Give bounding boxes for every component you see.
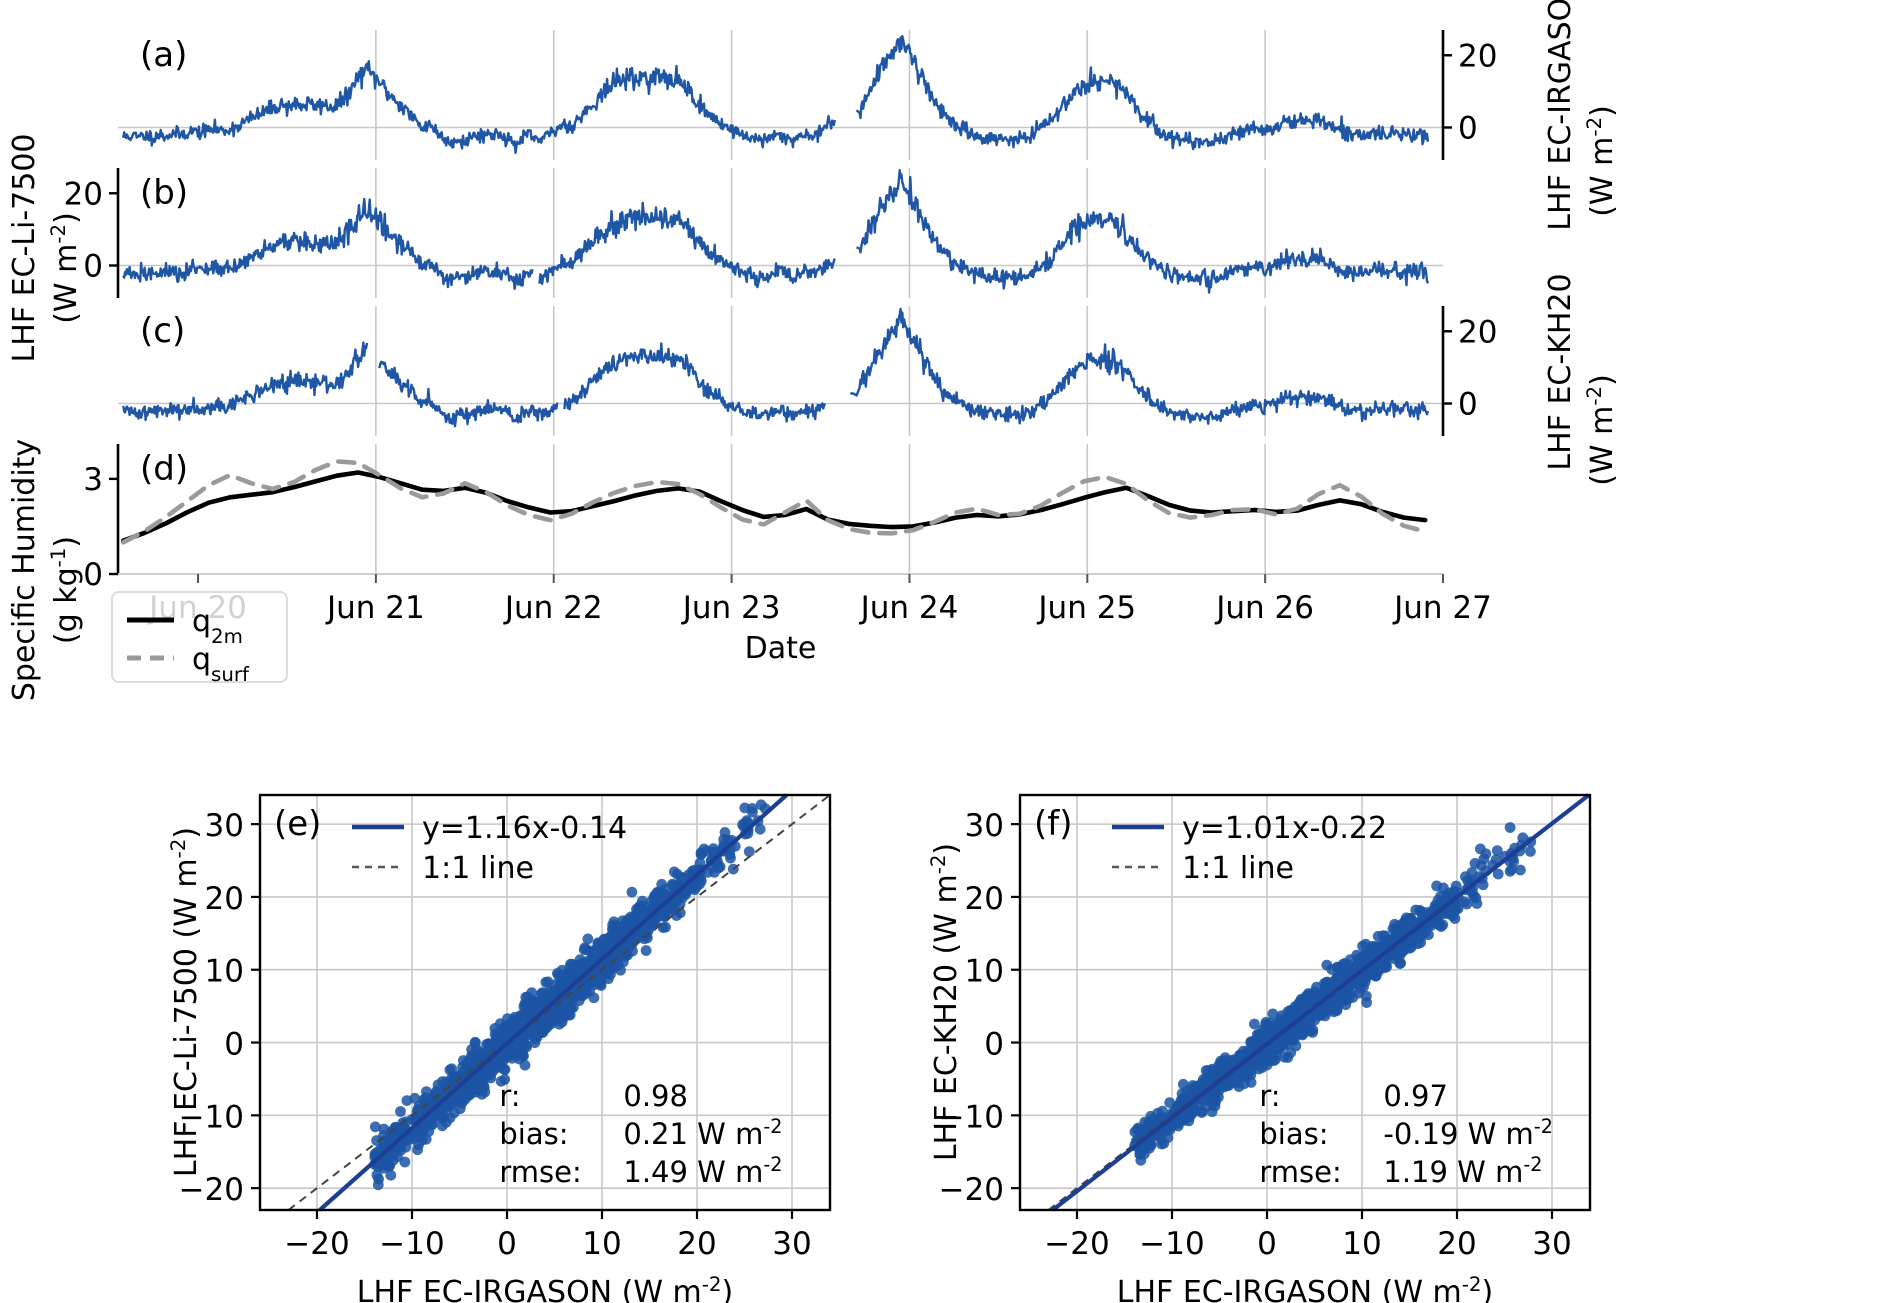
x-tick-label-date: Jun 22 (503, 590, 603, 626)
scatter-y-tick-label: 0 (984, 1027, 1004, 1063)
scatter-y-tick-label: 30 (965, 808, 1004, 844)
y-axis-title-kh20: LHF EC-KH20 (1543, 273, 1578, 470)
one-to-one-line-e (287, 794, 831, 1211)
scatter-y-tick-label: 30 (205, 808, 244, 844)
scatter-frame-e (258, 793, 832, 1212)
scatter-x-tick-label: 30 (1532, 1226, 1571, 1262)
y-axis-unit-irgason: (W m-2) (1583, 105, 1621, 217)
scatter-y-tick-label: −20 (179, 1172, 244, 1208)
scatter-y-tick-label: −10 (179, 1099, 244, 1135)
y-tick-label: 20 (64, 176, 103, 212)
y-tick-label: 20 (1458, 38, 1497, 74)
scatter-y-axis-title-e: LHF EC-Li-7500 (W m-2) (167, 827, 205, 1177)
x-tick-label-date: Jun 25 (1036, 590, 1136, 626)
regression-line-e (318, 793, 788, 1212)
y-tick-label: 3 (83, 462, 103, 498)
scatter-x-tick-label: −20 (284, 1226, 349, 1262)
timeseries-line (122, 169, 1430, 294)
scatter-x-tick-label: −10 (1139, 1226, 1204, 1262)
scatter-y-tick-label: 20 (965, 881, 1004, 917)
scatter-stat-name: rmse: (1259, 1155, 1341, 1189)
panel-label-a: (a) (140, 35, 187, 75)
legend-label-q2m: q2m (192, 604, 243, 648)
y-tick-label: 0 (1458, 111, 1478, 147)
scatter-stat-name: r: (1259, 1079, 1280, 1113)
y-axis-title-humidity: Specific Humidity (7, 439, 42, 701)
x-tick-label-date: Jun 26 (1214, 590, 1314, 626)
scatter-frame-f (1018, 793, 1592, 1212)
scatter-legend-label-fit: y=1.01x-0.22 (1182, 811, 1387, 846)
x-tick-label-date: Jun 27 (1392, 590, 1492, 626)
scatter-y-tick-label: −10 (939, 1099, 1004, 1135)
timeseries-line (122, 34, 1430, 154)
scatter-x-tick-label: 20 (1437, 1226, 1476, 1262)
y-tick-label: 20 (1458, 314, 1497, 350)
scatter-x-tick-label: 20 (677, 1226, 716, 1262)
legend-label-qsurf: qsurf (192, 642, 250, 686)
scatter-stat-name: bias: (499, 1117, 568, 1151)
scatter-y-tick-label: 0 (224, 1027, 244, 1063)
scatter-legend-label-fit: y=1.16x-0.14 (422, 811, 627, 846)
x-tick-label-date: Jun 23 (681, 590, 781, 626)
scatter-x-axis-title-f: LHF EC-IRGASON (W m-2) (1117, 1273, 1493, 1303)
scatter-y-tick-label: 20 (205, 881, 244, 917)
timeseries-line (122, 307, 1430, 428)
scatter-x-tick-label: 30 (772, 1226, 811, 1262)
scatter-y-tick-label: −20 (939, 1172, 1004, 1208)
scatter-x-tick-label: 10 (582, 1226, 621, 1262)
y-tick-label: 0 (83, 557, 103, 593)
panel-label-c: (c) (140, 311, 185, 351)
scatter-legend-label-one-to-one: 1:1 line (1182, 851, 1294, 886)
scatter-x-tick-label: 0 (497, 1226, 517, 1262)
y-tick-label: 0 (83, 249, 103, 285)
scatter-stat-name: bias: (1259, 1117, 1328, 1151)
y-axis-unit-li7500: (W m-2) (47, 212, 85, 324)
scatter-x-tick-label: −10 (379, 1226, 444, 1262)
y-axis-title-li7500: LHF EC-Li-7500 (7, 133, 42, 362)
regression-line-f (1051, 793, 1591, 1212)
scatter-stat-value: 0.98 (623, 1079, 688, 1113)
panel-label-b: (b) (140, 173, 188, 213)
scatter-x-tick-label: −20 (1044, 1226, 1109, 1262)
panel-label-e: (e) (274, 804, 321, 844)
panel-label-d: (d) (140, 449, 188, 489)
scatter-stat-value: 0.21 W m-2 (623, 1115, 782, 1152)
y-tick-label: 0 (1458, 387, 1478, 423)
scatter-y-tick-label: 10 (205, 954, 244, 990)
scatter-x-axis-title-e: LHF EC-IRGASON (W m-2) (357, 1273, 733, 1303)
y-axis-title-irgason: LHF EC-IRGASON (1543, 0, 1578, 231)
scatter-y-tick-label: 10 (965, 954, 1004, 990)
scatter-stat-name: r: (499, 1079, 520, 1113)
y-axis-unit-kh20: (W m-2) (1583, 374, 1621, 486)
y-axis-unit-humidity: (g kg-1) (47, 536, 85, 644)
scatter-y-axis-title-f: LHF EC-KH20 (W m-2) (927, 843, 965, 1161)
scatter-stat-name: rmse: (499, 1155, 581, 1189)
scatter-stat-value: 1.19 W m-2 (1383, 1153, 1542, 1190)
scatter-stat-value: 1.49 W m-2 (623, 1153, 782, 1190)
scatter-x-tick-label: 10 (1342, 1226, 1381, 1262)
humidity-line-qsurf (121, 459, 1428, 545)
x-tick-label-date: Jun 24 (859, 590, 959, 626)
x-axis-title-date: Date (745, 631, 817, 666)
scatter-x-tick-label: 0 (1257, 1226, 1277, 1262)
humidity-line-q2m (121, 470, 1428, 543)
x-tick-label-date: Jun 21 (325, 590, 425, 626)
scatter-legend-label-one-to-one: 1:1 line (422, 851, 534, 886)
scatter-stat-value: 0.97 (1383, 1079, 1448, 1113)
panel-label-f: (f) (1034, 804, 1073, 844)
scatter-stat-value: -0.19 W m-2 (1383, 1115, 1552, 1152)
